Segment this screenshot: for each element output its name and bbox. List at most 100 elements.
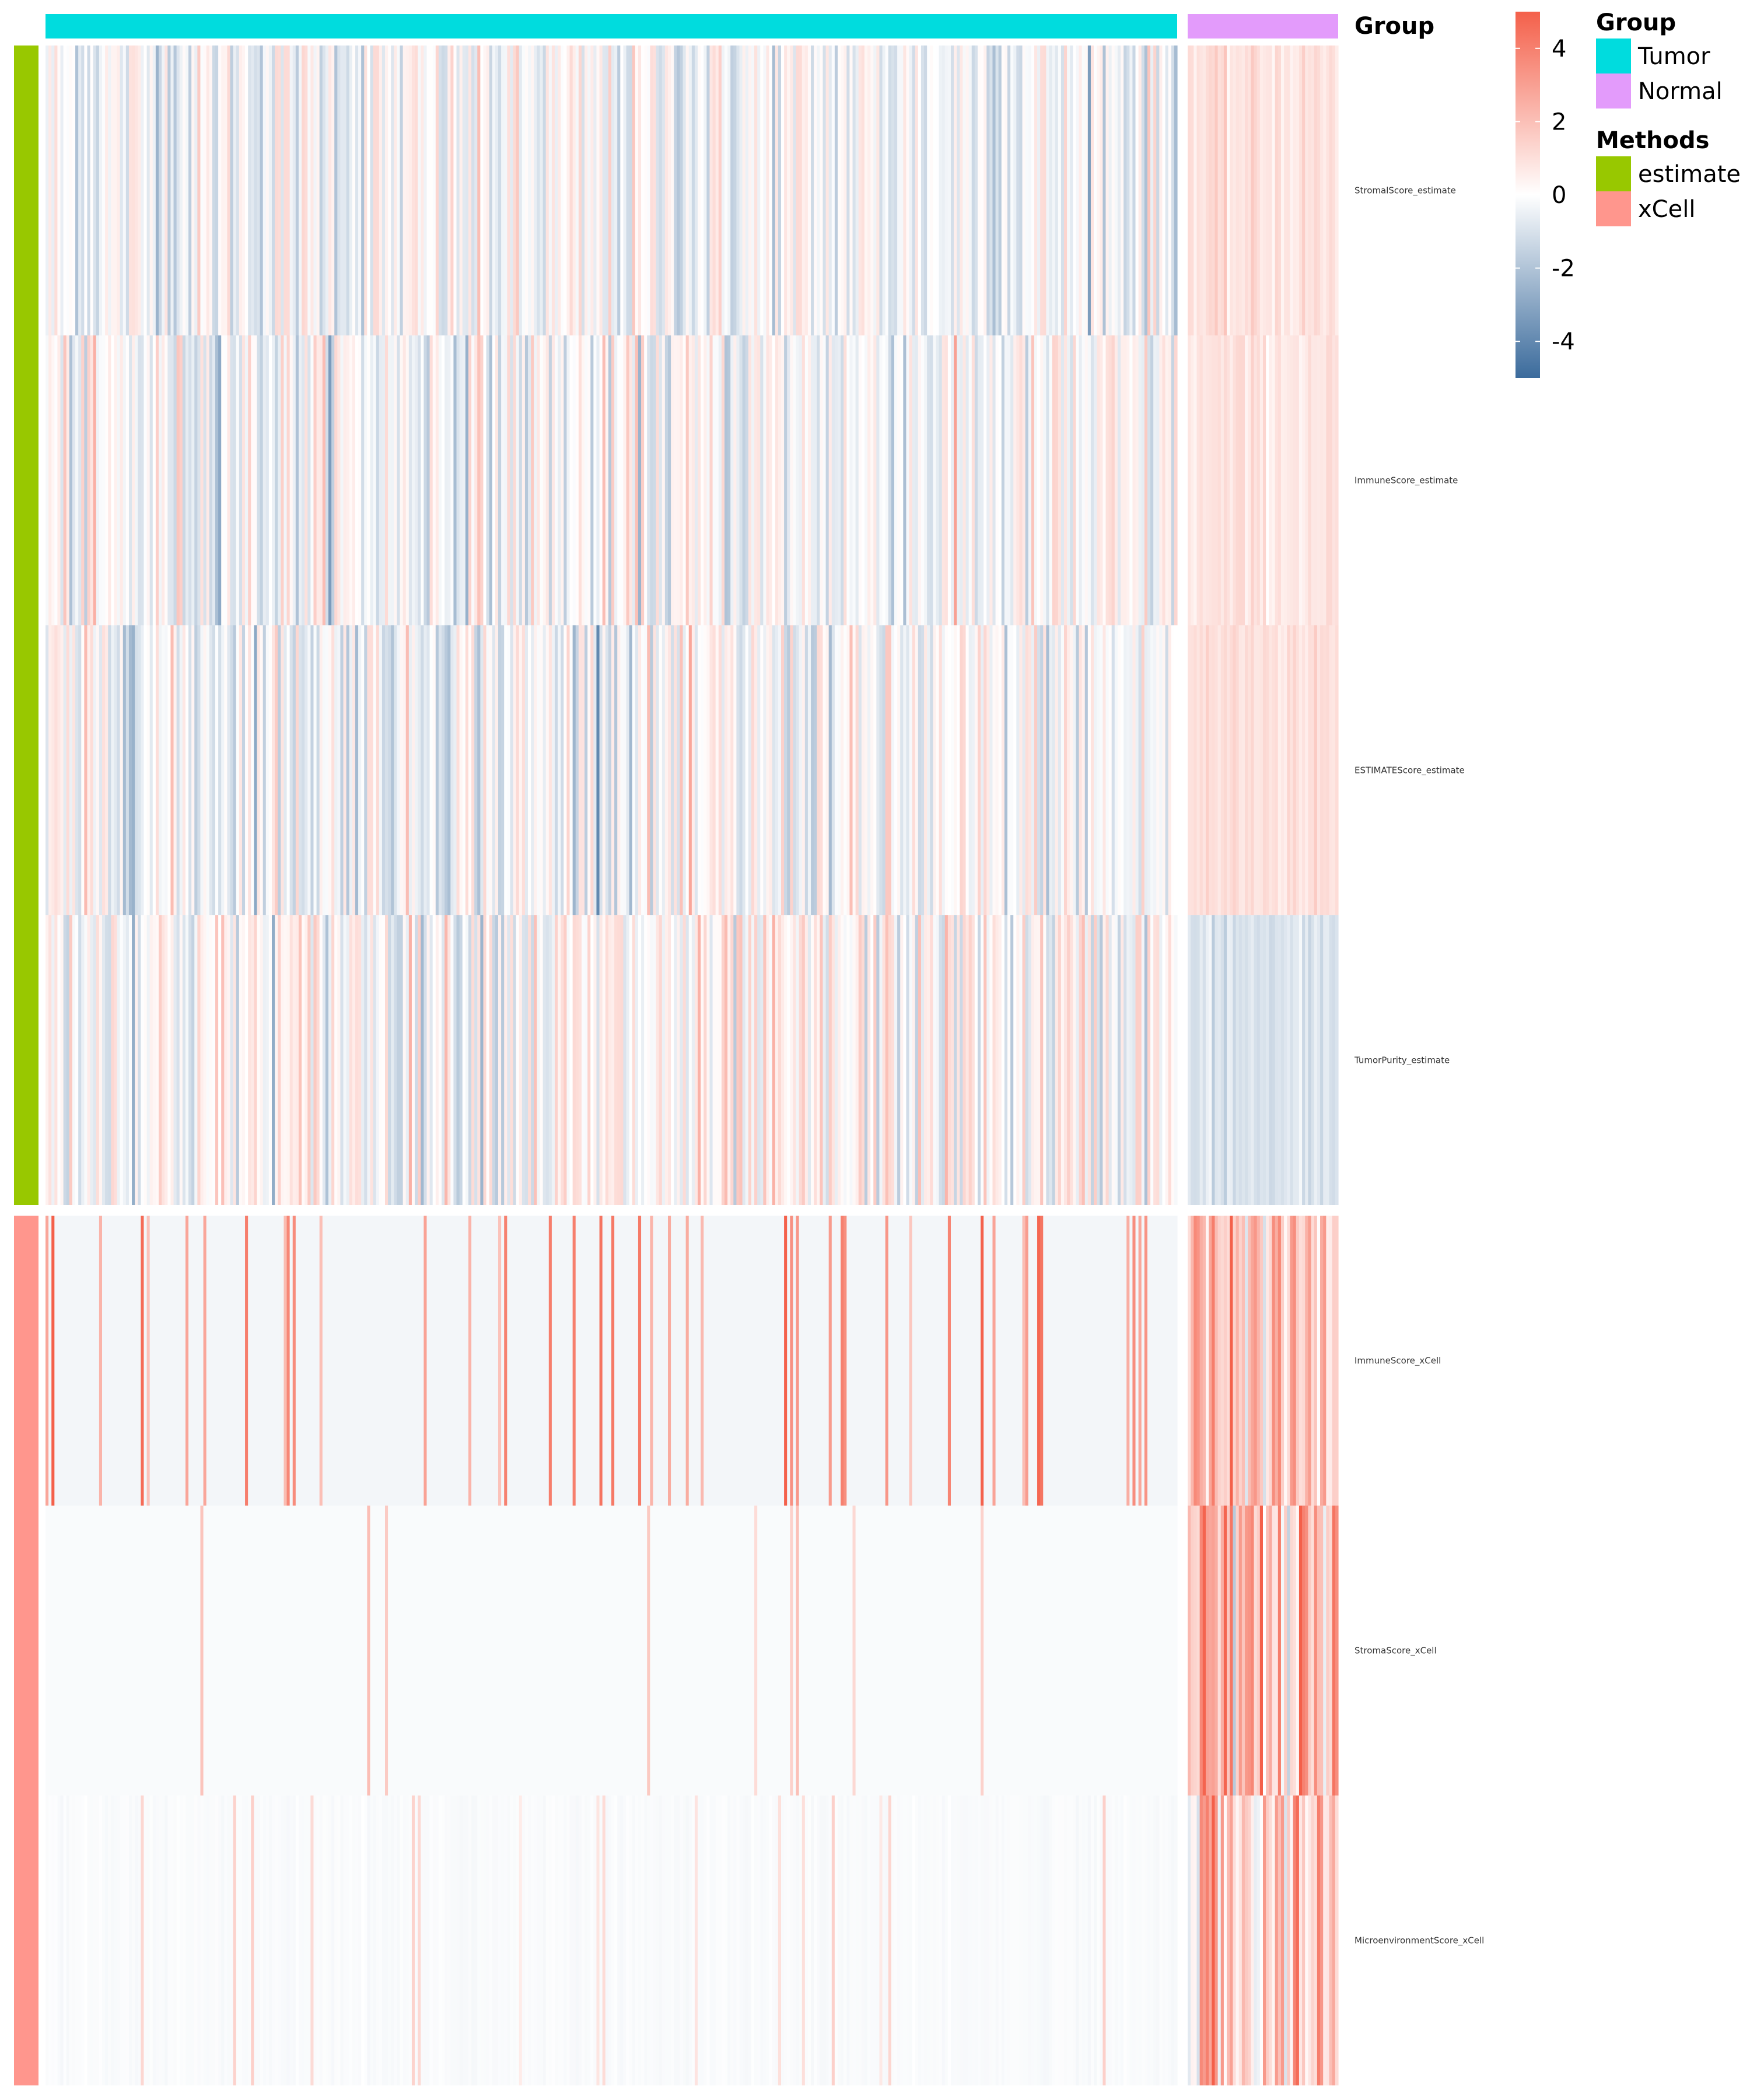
heatmap-cell — [1019, 1506, 1023, 1796]
heatmap-cell — [632, 335, 636, 625]
heatmap-cell — [1046, 915, 1050, 1205]
heatmap-cell — [1076, 915, 1080, 1205]
heatmap-cell — [498, 46, 502, 335]
heatmap-cell — [236, 1506, 240, 1796]
heatmap-cell — [1217, 625, 1222, 915]
heatmap-cell — [405, 625, 410, 915]
heatmap-cell — [462, 915, 466, 1205]
heatmap-cell — [638, 625, 642, 915]
heatmap-cell — [167, 46, 172, 335]
heatmap-cell — [310, 335, 314, 625]
heatmap-cell — [289, 915, 293, 1205]
heatmap-cell — [644, 335, 648, 625]
heatmap-cell — [453, 625, 457, 915]
heatmap-cell — [486, 1216, 490, 1506]
heatmap-cell — [474, 46, 478, 335]
heatmap-cell — [620, 46, 624, 335]
heatmap-cell — [876, 1216, 880, 1506]
heatmap-cell — [822, 335, 827, 625]
heatmap-cell — [167, 335, 172, 625]
heatmap-cell — [239, 335, 243, 625]
heatmap-cell — [400, 1216, 404, 1506]
heatmap-cell — [694, 46, 698, 335]
heatmap-cell — [1227, 1216, 1230, 1506]
heatmap-cell — [87, 625, 91, 915]
heatmap-cell — [555, 335, 558, 625]
heatmap-cell — [760, 1216, 764, 1506]
heatmap-cell — [858, 335, 862, 625]
heatmap-cell — [453, 915, 457, 1205]
heatmap-cell — [680, 1216, 684, 1506]
heatmap-cell — [272, 915, 275, 1205]
heatmap-cell — [284, 625, 288, 915]
heatmap-cell — [641, 1796, 645, 2085]
heatmap-cell — [281, 1216, 285, 1506]
heatmap-cell — [1290, 335, 1294, 625]
heatmap-cell — [572, 46, 576, 335]
heatmap-cell — [1141, 335, 1145, 625]
heatmap-cell — [242, 335, 246, 625]
heatmap-cell — [540, 625, 544, 915]
heatmap-cell — [69, 335, 73, 625]
heatmap-cell — [1043, 1216, 1046, 1506]
heatmap-cell — [1323, 1216, 1326, 1506]
heatmap-cell — [638, 1506, 642, 1796]
heatmap-cell — [1076, 1796, 1080, 2085]
heatmap-cell — [1153, 46, 1157, 335]
heatmap-cell — [141, 1506, 145, 1796]
heatmap-cell — [1111, 1216, 1115, 1506]
heatmap-cell — [96, 1796, 100, 2085]
heatmap-cell — [480, 1506, 484, 1796]
heatmap-cell — [477, 335, 481, 625]
heatmap-cell — [284, 335, 288, 625]
heatmap-cell — [944, 625, 949, 915]
heatmap-cell — [385, 1796, 388, 2085]
heatmap-cell — [1022, 1506, 1026, 1796]
heatmap-cell — [548, 1796, 552, 2085]
heatmap-cell — [802, 1506, 806, 1796]
heatmap-cell — [1040, 1506, 1044, 1796]
heatmap-cell — [292, 625, 296, 915]
heatmap-cell — [626, 625, 630, 915]
heatmap-cell — [1117, 46, 1121, 335]
row-label: ImmuneScore_xCell — [1354, 1356, 1441, 1367]
heatmap-cell — [212, 1506, 216, 1796]
heatmap-cell — [1165, 915, 1169, 1205]
heatmap-cell — [278, 1796, 281, 2085]
heatmap-cell — [555, 46, 558, 335]
heatmap-cell — [706, 1506, 710, 1796]
heatmap-cell — [340, 625, 344, 915]
heatmap-cell — [617, 335, 621, 625]
heatmap-cell — [873, 625, 877, 915]
heatmap-cell — [1037, 1216, 1041, 1506]
heatmap-cell — [218, 915, 222, 1205]
heatmap-cell — [87, 1506, 91, 1796]
row-label: StromaScore_xCell — [1354, 1646, 1437, 1657]
heatmap-cell — [897, 625, 901, 915]
heatmap-cell — [861, 46, 865, 335]
heatmap-cell — [1049, 1216, 1053, 1506]
heatmap-cell — [691, 1796, 695, 2085]
heatmap-cell — [957, 1796, 960, 2085]
heatmap-cell — [1076, 625, 1080, 915]
heatmap-cell — [51, 1216, 55, 1506]
heatmap-cell — [691, 1506, 695, 1796]
heatmap-cell — [1016, 1796, 1020, 2085]
heatmap-cell — [834, 1216, 838, 1506]
heatmap-cell — [63, 335, 67, 625]
heatmap-cell — [144, 1506, 148, 1796]
heatmap-cell — [337, 1216, 341, 1506]
heatmap-cell — [799, 915, 803, 1205]
heatmap-cell — [185, 625, 189, 915]
heatmap-cell — [524, 625, 528, 915]
heatmap-cell — [519, 1506, 523, 1796]
heatmap-cell — [325, 335, 329, 625]
heatmap-cell — [846, 335, 850, 625]
heatmap-cell — [1070, 335, 1073, 625]
heatmap-cell — [1082, 1506, 1086, 1796]
heatmap-cell — [78, 915, 82, 1205]
heatmap-cell — [680, 335, 684, 625]
heatmap-cell — [507, 1506, 511, 1796]
heatmap-cell — [575, 335, 579, 625]
heatmap-cell — [706, 1796, 710, 2085]
